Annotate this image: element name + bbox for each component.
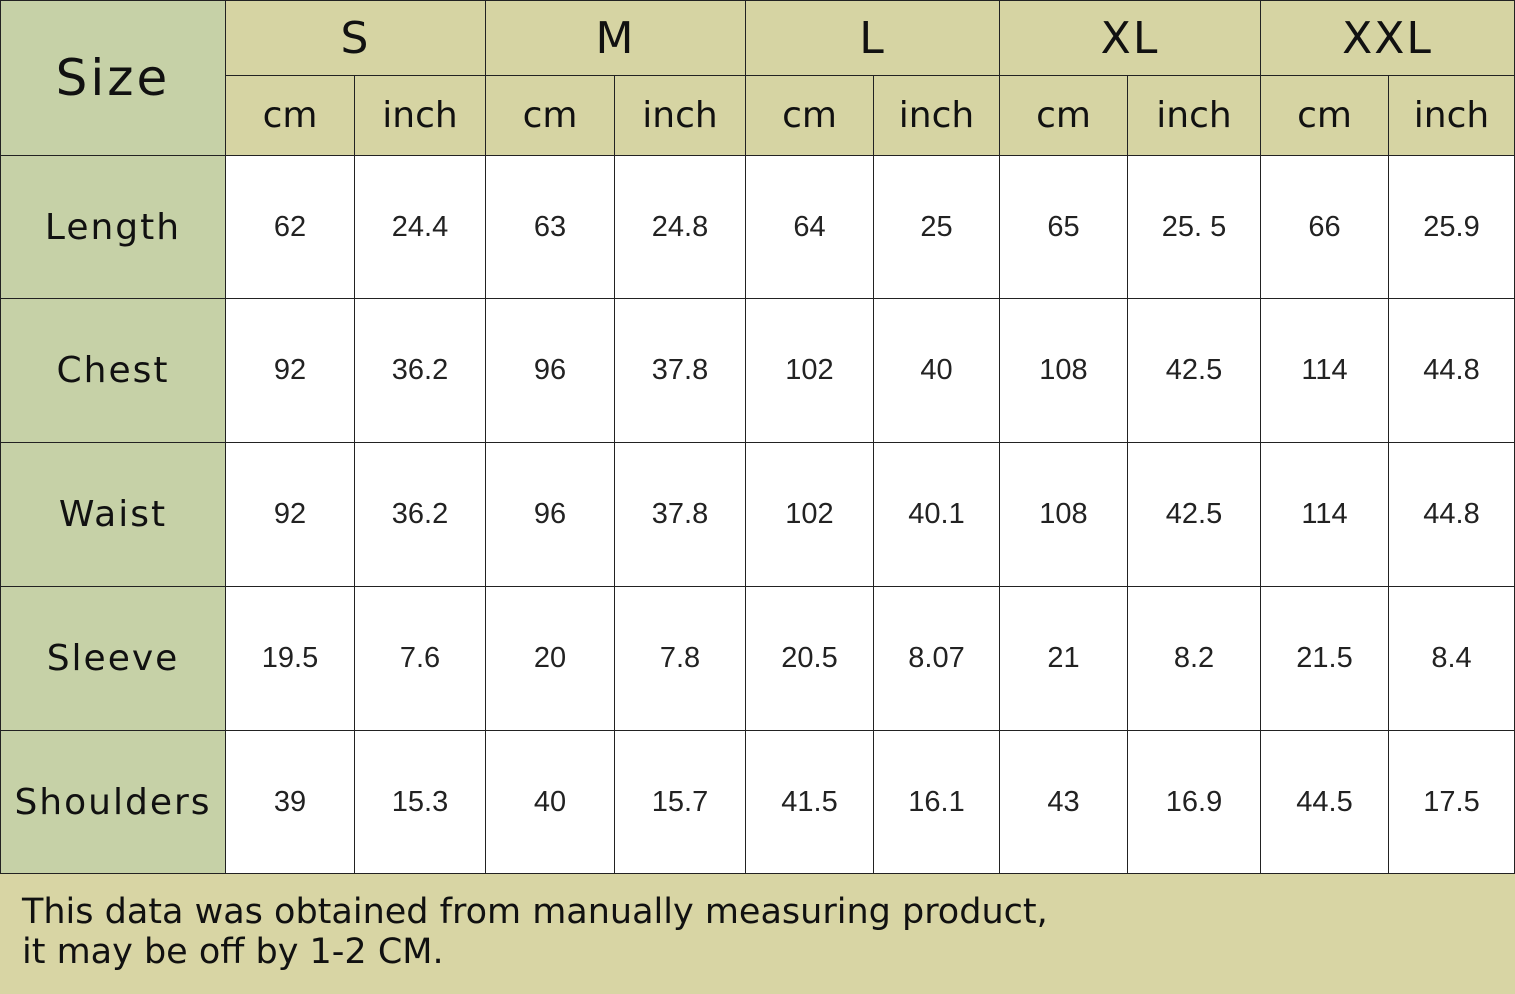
unit-header: inch bbox=[1388, 75, 1515, 156]
measurement: 7.8 bbox=[614, 586, 746, 731]
measurement: 25.9 bbox=[1388, 155, 1515, 299]
row-label: Waist bbox=[0, 442, 226, 587]
unit-header: inch bbox=[614, 75, 746, 156]
measurement: 64 bbox=[745, 155, 874, 299]
measurement: 19.5 bbox=[225, 586, 355, 731]
measurement: 40 bbox=[485, 730, 615, 874]
measurement: 108 bbox=[999, 442, 1128, 587]
unit-header: inch bbox=[354, 75, 486, 156]
measurement: 42.5 bbox=[1127, 298, 1261, 443]
measurement: 15.7 bbox=[614, 730, 746, 874]
measurement: 36.2 bbox=[354, 442, 486, 587]
measurement: 41.5 bbox=[745, 730, 874, 874]
measurement: 40.1 bbox=[873, 442, 1000, 587]
size-header: XXL bbox=[1260, 0, 1515, 76]
note: This data was obtained from manually mea… bbox=[0, 873, 1515, 994]
size-header: M bbox=[485, 0, 746, 76]
size-header: S bbox=[225, 0, 486, 76]
unit-header: inch bbox=[873, 75, 1000, 156]
measurement: 37.8 bbox=[614, 298, 746, 443]
measurement: 39 bbox=[225, 730, 355, 874]
measurement: 62 bbox=[225, 155, 355, 299]
measurement: 24.8 bbox=[614, 155, 746, 299]
measurement: 24.4 bbox=[354, 155, 486, 299]
measurement: 36.2 bbox=[354, 298, 486, 443]
measurement: 16.1 bbox=[873, 730, 1000, 874]
unit-header: inch bbox=[1127, 75, 1261, 156]
measurement: 44.5 bbox=[1260, 730, 1389, 874]
unit-header: cm bbox=[225, 75, 355, 156]
row-label: Length bbox=[0, 155, 226, 299]
measurement: 20.5 bbox=[745, 586, 874, 731]
measurement: 108 bbox=[999, 298, 1128, 443]
size-header: L bbox=[745, 0, 1000, 76]
measurement: 17.5 bbox=[1388, 730, 1515, 874]
measurement: 44.8 bbox=[1388, 442, 1515, 587]
note-line: This data was obtained from manually mea… bbox=[22, 892, 1048, 932]
row-label: Shoulders bbox=[0, 730, 226, 874]
measurement: 8.4 bbox=[1388, 586, 1515, 731]
measurement: 114 bbox=[1260, 298, 1389, 443]
corner-label: Size bbox=[0, 0, 226, 156]
measurement: 8.07 bbox=[873, 586, 1000, 731]
measurement: 92 bbox=[225, 298, 355, 443]
measurement: 96 bbox=[485, 442, 615, 587]
measurement: 63 bbox=[485, 155, 615, 299]
measurement: 40 bbox=[873, 298, 1000, 443]
measurement: 25. 5 bbox=[1127, 155, 1261, 299]
measurement: 7.6 bbox=[354, 586, 486, 731]
unit-header: cm bbox=[745, 75, 874, 156]
note-line: it may be off by 1-2 CM. bbox=[22, 932, 444, 972]
measurement: 15.3 bbox=[354, 730, 486, 874]
measurement: 8.2 bbox=[1127, 586, 1261, 731]
row-label: Sleeve bbox=[0, 586, 226, 731]
measurement: 66 bbox=[1260, 155, 1389, 299]
measurement: 16.9 bbox=[1127, 730, 1261, 874]
measurement: 96 bbox=[485, 298, 615, 443]
measurement: 20 bbox=[485, 586, 615, 731]
measurement: 92 bbox=[225, 442, 355, 587]
measurement: 43 bbox=[999, 730, 1128, 874]
measurement: 25 bbox=[873, 155, 1000, 299]
measurement: 44.8 bbox=[1388, 298, 1515, 443]
measurement: 102 bbox=[745, 298, 874, 443]
measurement: 42.5 bbox=[1127, 442, 1261, 587]
measurement: 114 bbox=[1260, 442, 1389, 587]
size-header: XL bbox=[999, 0, 1261, 76]
measurement: 102 bbox=[745, 442, 874, 587]
unit-header: cm bbox=[1260, 75, 1389, 156]
row-label: Chest bbox=[0, 298, 226, 443]
measurement: 37.8 bbox=[614, 442, 746, 587]
measurement: 65 bbox=[999, 155, 1128, 299]
unit-header: cm bbox=[999, 75, 1128, 156]
measurement: 21 bbox=[999, 586, 1128, 731]
measurement: 21.5 bbox=[1260, 586, 1389, 731]
unit-header: cm bbox=[485, 75, 615, 156]
